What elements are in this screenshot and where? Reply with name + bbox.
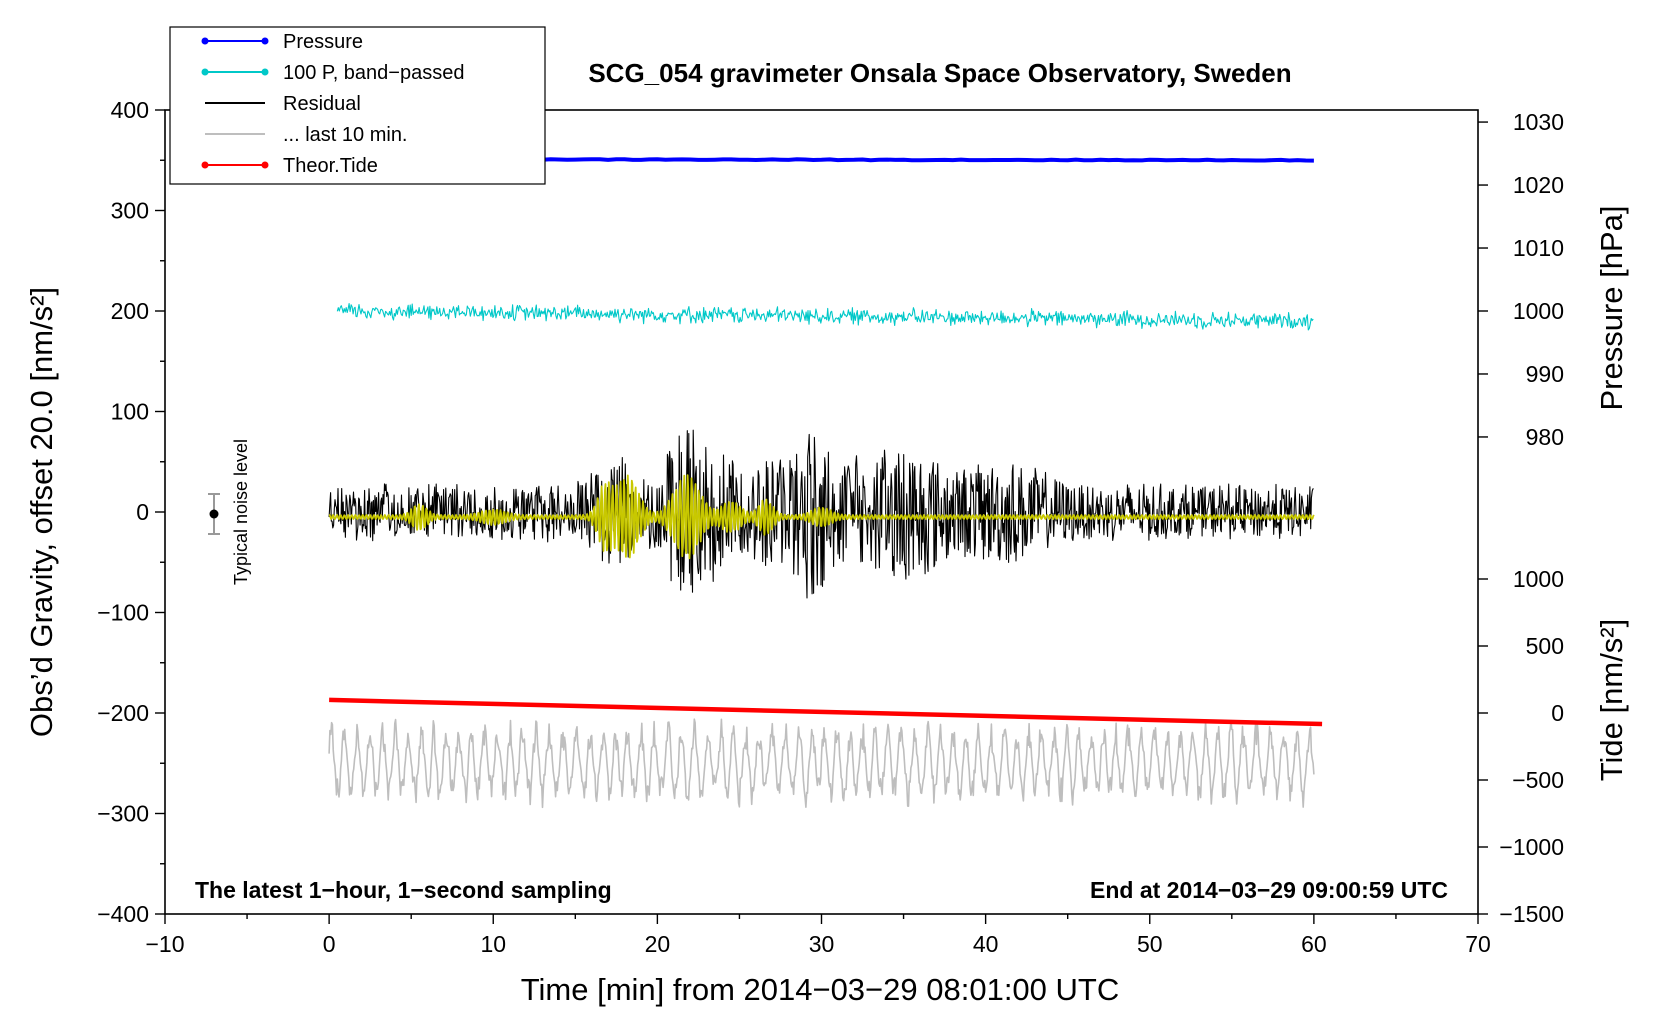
y-axis-right-tide: −1500 −1000 −500 0 500 1000: [1478, 566, 1564, 927]
x-axis: −10 0 10 20 30 40 50 60 70: [145, 914, 1491, 957]
legend: Pressure 100 P, band−passed Residual ... la…: [169, 26, 546, 185]
y-tick-label: −400: [97, 901, 149, 927]
pressure-tick-label: 990: [1526, 361, 1564, 387]
pressure-tick-label: 1030: [1513, 109, 1564, 135]
tide-tick-label: −1500: [1499, 901, 1564, 927]
x-tick-label: 20: [645, 931, 671, 957]
legend-marker: [261, 68, 269, 76]
sampling-note: The latest 1−hour, 1−second sampling: [195, 877, 612, 903]
y-tick-label: −100: [97, 600, 149, 626]
y-tick-label: −300: [97, 801, 149, 827]
tide-tick-label: −1000: [1499, 834, 1564, 860]
y-tick-label: 400: [111, 97, 149, 123]
tide-axis-title: Tide [nm/s²]: [1594, 619, 1629, 782]
x-tick-label: 40: [973, 931, 999, 957]
pressure-tick-label: 1010: [1513, 235, 1564, 261]
x-tick-label: −10: [145, 931, 184, 957]
bandpassed-residual-line: [328, 474, 1315, 560]
y-tick-label: −200: [97, 700, 149, 726]
tide-tick-label: 0: [1551, 700, 1564, 726]
legend-label: Residual: [283, 93, 361, 115]
y-axis-title: Obs’d Gravity, offset 20.0 [nm/s²]: [24, 287, 59, 737]
x-tick-label: 0: [323, 931, 336, 957]
noise-level-indicator: Typical noise level: [208, 439, 251, 585]
tide-tick-label: 1000: [1513, 566, 1564, 592]
y-tick-label: 100: [111, 399, 149, 425]
tide-tick-label: −500: [1512, 767, 1564, 793]
series-layer: [328, 157, 1323, 809]
y-axis-left: −400 −300 −200 −100 0 100 200 300 400: [97, 97, 165, 927]
legend-label: Pressure: [283, 31, 363, 53]
bandpassed-pressure-line: [336, 303, 1314, 331]
pressure-tick-label: 980: [1526, 424, 1564, 450]
pressure-tick-label: 1020: [1513, 172, 1564, 198]
y-axis-right-pressure: 980 990 1000 1010 1020 1030: [1478, 109, 1564, 450]
legend-marker: [261, 37, 269, 45]
legend-label: ... last 10 min.: [283, 124, 408, 146]
x-tick-label: 10: [480, 931, 506, 957]
legend-marker: [261, 161, 269, 169]
x-tick-label: 30: [809, 931, 835, 957]
theor-tide-line: [329, 697, 1323, 727]
legend-box: [169, 26, 546, 185]
legend-marker: [201, 37, 209, 45]
pressure-tick-label: 1000: [1513, 298, 1564, 324]
legend-marker: [201, 68, 209, 76]
x-axis-title: Time [min] from 2014−03−29 08:01:00 UTC: [521, 972, 1120, 1007]
last-10-min-line: [328, 718, 1315, 809]
x-tick-label: 60: [1301, 931, 1327, 957]
noise-center-dot: [209, 509, 219, 519]
x-tick-label: 50: [1137, 931, 1163, 957]
legend-marker: [201, 161, 209, 169]
tide-tick-label: 500: [1526, 633, 1564, 659]
y-tick-label: 0: [136, 499, 149, 525]
legend-label: 100 P, band−passed: [283, 62, 464, 84]
x-tick-label: 70: [1465, 931, 1491, 957]
legend-label: Theor.Tide: [283, 155, 378, 177]
pressure-axis-title: Pressure [hPa]: [1594, 205, 1629, 410]
residual-line: [328, 429, 1314, 599]
y-tick-label: 300: [111, 198, 149, 224]
y-tick-label: 200: [111, 298, 149, 324]
end-time-note: End at 2014−03−29 09:00:59 UTC: [1090, 877, 1448, 903]
noise-level-label: Typical noise level: [231, 439, 251, 585]
chart-title: SCG_054 gravimeter Onsala Space Observat…: [588, 58, 1291, 88]
